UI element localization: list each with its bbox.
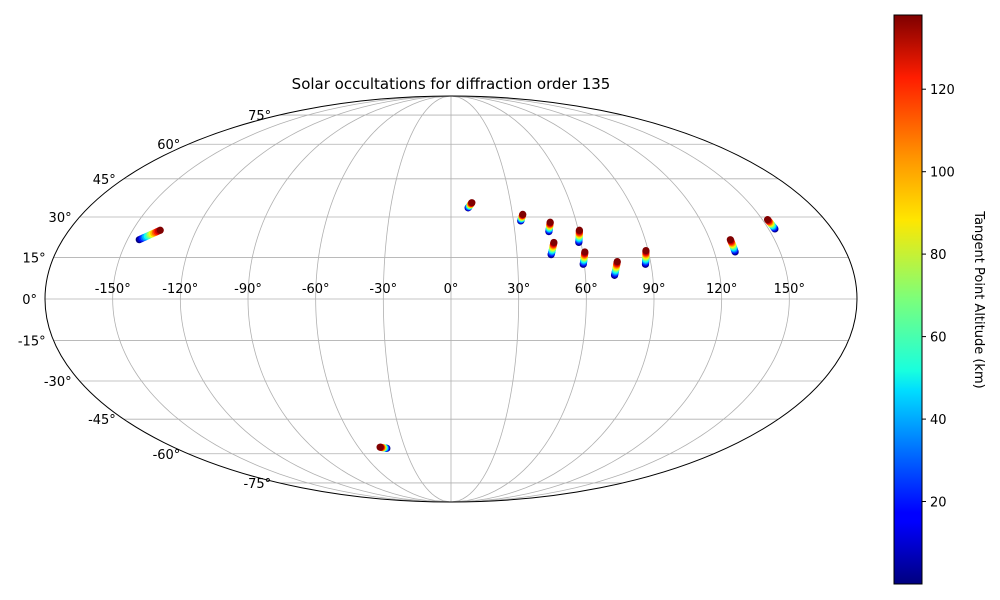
- colorbar-tick-label: 100: [930, 166, 955, 181]
- longitude-tick-label: -120°: [162, 282, 198, 297]
- occultation-point: [581, 248, 589, 256]
- latitude-tick-label: 45°: [93, 173, 116, 188]
- latitude-tick-label: 0°: [22, 293, 37, 308]
- latitude-tick-label: -75°: [243, 477, 271, 492]
- occultation-point: [763, 216, 772, 224]
- latitude-tick-labels: -75° -60° -45° -30° -15° 0° 15° 30° 45° 60° 75°: [18, 109, 271, 492]
- longitude-tick-label: -90°: [234, 282, 262, 297]
- longitude-tick-label: 60°: [575, 282, 598, 297]
- latitude-tick-label: 15°: [23, 251, 46, 266]
- colorbar-tick-label: 80: [930, 248, 947, 263]
- graticule: [45, 96, 857, 502]
- occultation-point: [642, 246, 650, 255]
- colorbar: 20 40 60 80 100 120 Tangent Point Altitude (k…: [893, 14, 986, 585]
- colorbar-gradient: [893, 14, 923, 585]
- longitude-tick-label: 150°: [774, 282, 805, 297]
- longitude-tick-label: 30°: [507, 282, 530, 297]
- latitude-tick-label: 30°: [49, 211, 72, 226]
- occultation-point: [519, 210, 527, 218]
- latitude-tick-label: -45°: [88, 413, 116, 428]
- longitude-tick-label: 120°: [706, 282, 737, 297]
- longitude-tick-label: 0°: [444, 282, 459, 297]
- occultation-point: [376, 443, 384, 451]
- longitude-tick-label: -60°: [302, 282, 330, 297]
- latitude-tick-label: 60°: [157, 138, 180, 153]
- latitude-tick-label: -30°: [44, 375, 72, 390]
- longitude-tick-label: -30°: [369, 282, 397, 297]
- colorbar-tick-label: 120: [930, 83, 955, 98]
- occultation-point: [613, 257, 621, 266]
- chart-title: Solar occultations for diffraction order…: [292, 75, 611, 93]
- colorbar-tick-label: 40: [930, 413, 947, 428]
- latitude-tick-label: 75°: [248, 109, 271, 124]
- latitude-tick-label: -15°: [18, 335, 46, 350]
- occultation-point: [468, 199, 476, 207]
- longitude-tick-label: 90°: [642, 282, 665, 297]
- occultation-point: [156, 226, 164, 234]
- occultation-point: [546, 218, 554, 226]
- colorbar-ticks: 20 40 60 80 100 120: [922, 83, 955, 511]
- occultation-point: [550, 238, 558, 247]
- colorbar-label: Tangent Point Altitude (km): [971, 210, 986, 388]
- colorbar-tick-label: 20: [930, 496, 947, 511]
- longitude-tick-label: -150°: [95, 282, 131, 297]
- occultation-point: [726, 236, 734, 244]
- latitude-tick-label: -60°: [153, 448, 181, 463]
- map-area: -150° -120° -90° -60° -30° 0° 30° 60° 90° 120° 150…: [18, 95, 858, 503]
- colorbar-tick-label: 60: [930, 331, 947, 346]
- map-boundary: [44, 95, 858, 503]
- longitude-tick-labels: -150° -120° -90° -60° -30° 0° 30° 60° 90° 120° 150…: [95, 282, 805, 297]
- occultation-point: [575, 226, 584, 234]
- occultation-points: [135, 199, 779, 452]
